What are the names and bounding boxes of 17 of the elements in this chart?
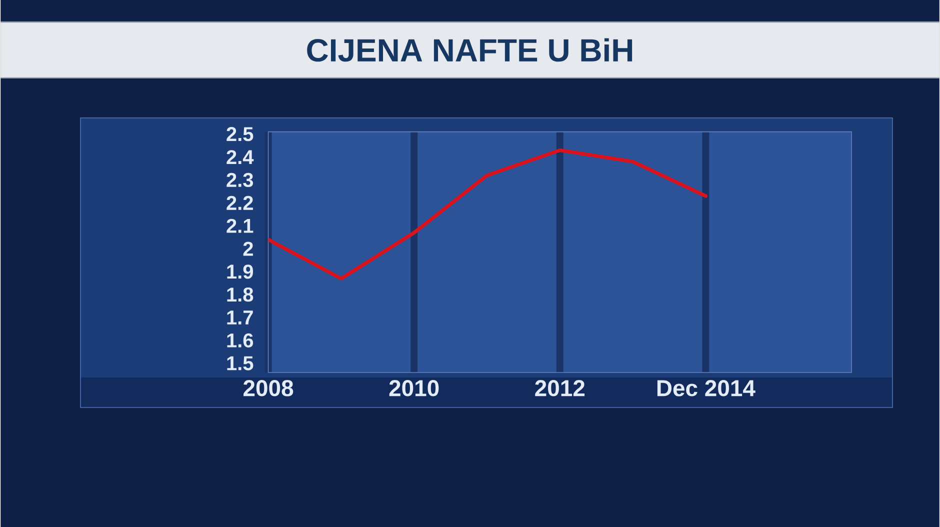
y-tick-label: 2.1 — [226, 218, 254, 233]
y-tick-label: 2.5 — [226, 126, 254, 142]
x-tick-label: Dec 2014 — [657, 380, 756, 396]
y-tick-label: 1.8 — [227, 287, 254, 302]
y-tick-label: 2.4 — [226, 150, 254, 164]
y-tick-label: 2 — [243, 242, 253, 256]
x-tick-label: 2012 — [535, 380, 585, 396]
y-tick-label: 1.6 — [227, 333, 254, 348]
x-tick-label: 2008 — [244, 380, 294, 396]
y-tick-label: 1.7 — [227, 310, 253, 324]
y-tick-label: 2.3 — [226, 172, 254, 187]
y-tick-label: 2.2 — [226, 196, 253, 210]
y-tick-label: 1.9 — [227, 264, 254, 279]
line-series — [268, 148, 708, 280]
y-tick-label: 1.5 — [227, 356, 254, 370]
chart-title: CIJENA NAFTE U BiH — [307, 38, 632, 62]
x-tick-label: 2010 — [389, 380, 439, 396]
